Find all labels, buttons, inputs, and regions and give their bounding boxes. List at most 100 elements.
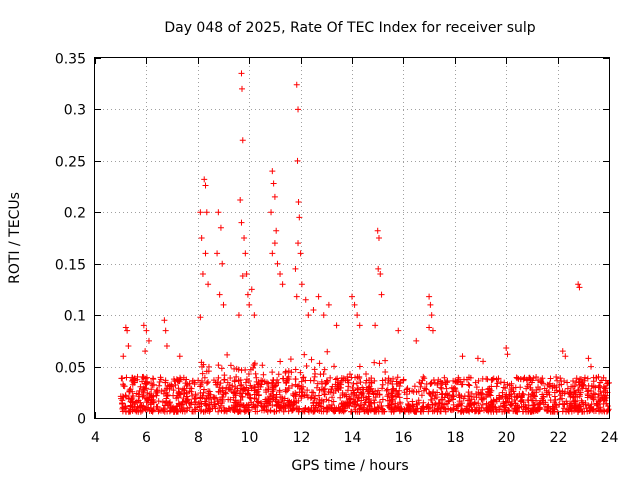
data-point [578,397,585,404]
data-point [233,373,240,380]
data-point [334,375,341,382]
data-point [321,366,328,373]
data-point [570,378,577,385]
data-point [197,314,204,321]
data-point [360,404,367,411]
data-point [576,402,583,409]
data-point [428,396,435,403]
data-point [382,368,389,375]
data-point [126,395,133,402]
data-point [122,404,129,411]
data-point [473,384,480,391]
data-point [394,374,401,381]
data-point [559,388,566,395]
ticks-layer: 4 6 8 10 12 14 16 18 20 22 24 0 0.05 0.1 0.15 0.2 0.25 0.… [55,52,619,447]
data-point [353,380,360,387]
data-point [197,383,204,390]
x-tick-label: 20 [498,430,516,446]
data-point [215,362,222,369]
data-point [163,398,170,405]
data-point [459,353,466,360]
data-point [231,399,238,406]
data-point [226,381,233,388]
data-point [579,382,586,389]
data-point [566,400,573,407]
data-point [292,366,299,373]
data-point [349,384,356,391]
data-point [159,399,166,406]
data-point [404,385,411,392]
data-point [201,374,208,381]
data-point [173,395,180,402]
data-point [276,387,283,394]
data-point [292,376,299,383]
data-point [154,403,161,410]
data-point [215,209,222,216]
data-point [279,375,286,382]
data-point [578,376,585,383]
data-point [126,408,133,415]
data-point [250,365,257,372]
data-point [501,408,508,415]
data-point [140,322,147,329]
data-point [313,402,320,409]
data-point [480,395,487,402]
data-point [379,377,386,384]
data-point [161,402,168,409]
data-point [508,386,515,393]
data-point [315,293,322,300]
data-point [123,374,130,381]
data-point [241,235,248,241]
data-point [145,337,152,344]
data-point [434,405,441,412]
data-point [441,401,448,408]
data-point [207,394,214,401]
data-point [129,399,136,406]
data-point [595,373,602,380]
data-point [161,317,168,324]
data-point [415,397,422,404]
data-point [370,397,377,404]
data-point [133,407,140,414]
data-point [160,406,167,413]
y-tick-label: 0.15 [55,258,86,274]
data-point [563,398,570,405]
data-point [488,376,495,383]
data-point [119,393,126,400]
data-point [593,402,600,409]
data-point [217,224,224,231]
data-point [304,387,311,394]
data-point [269,250,276,257]
data-point [406,405,413,412]
data-point [293,81,300,88]
y-tick-label: 0.1 [64,309,86,325]
data-point [574,394,581,401]
data-point [446,391,453,398]
data-point [180,395,187,402]
data-point [139,393,146,400]
data-point [540,380,547,387]
data-point [502,398,509,405]
data-point [387,401,394,408]
data-point [239,85,246,92]
data-point [348,391,355,398]
data-point [366,402,373,409]
data-point [513,408,520,415]
data-point [559,348,566,355]
data-point [289,382,296,389]
data-point [273,380,280,387]
data-point [129,374,136,381]
data-point [140,375,147,382]
data-point [295,240,302,247]
data-point [511,396,518,403]
data-point [357,379,364,386]
data-point [396,399,403,406]
data-point [602,385,609,392]
data-point [595,384,602,391]
data-point [356,363,363,370]
data-point [298,281,305,288]
data-point [586,405,593,412]
data-point [264,408,271,415]
data-point [448,384,455,391]
